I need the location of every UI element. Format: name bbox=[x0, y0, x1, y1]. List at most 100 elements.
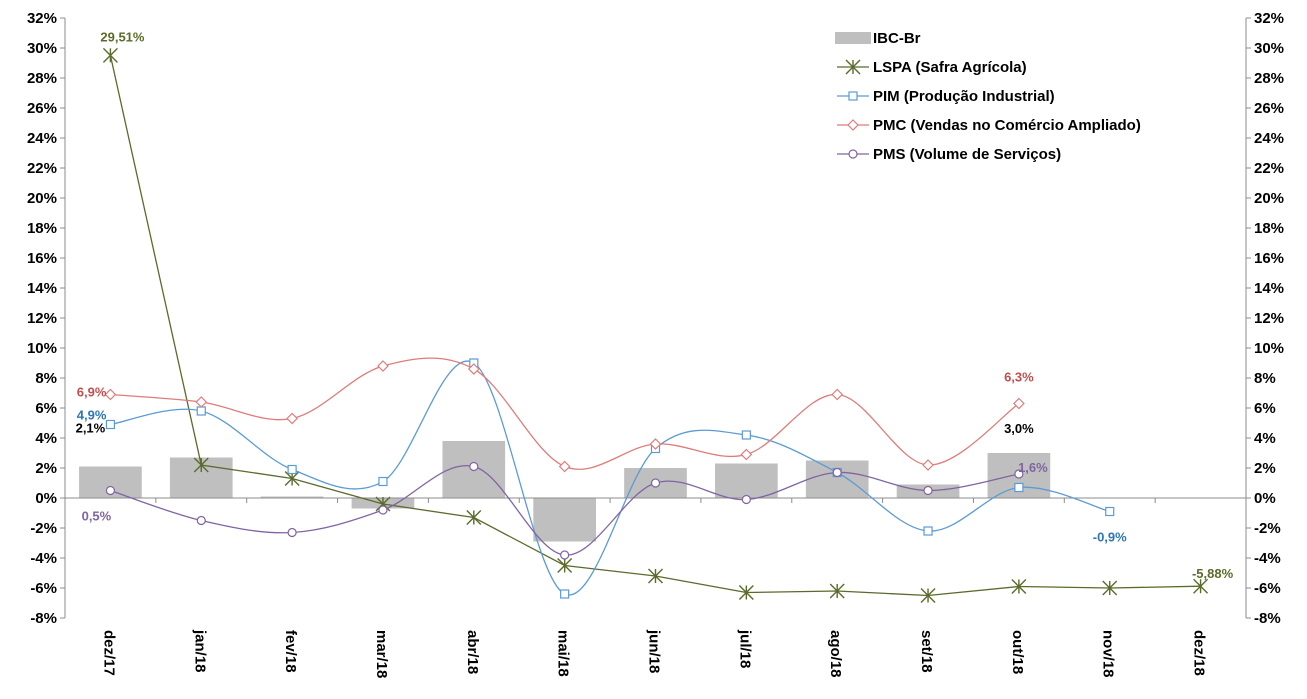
y-tick-label-left: -2% bbox=[30, 520, 57, 537]
y-tick-label-left: 22% bbox=[27, 160, 57, 177]
y-tick-label-left: 32% bbox=[27, 10, 57, 27]
y-tick-label-left: 0% bbox=[35, 490, 57, 507]
x-category-label: fev/18 bbox=[282, 630, 299, 673]
legend-item: PIM (Produção Industrial) bbox=[837, 88, 1055, 105]
legend-marker bbox=[847, 119, 859, 131]
legend-item: PMC (Vendas no Comércio Ampliado) bbox=[837, 117, 1141, 134]
y-tick-label-right: 20% bbox=[1254, 190, 1284, 207]
y-tick-label-left: 6% bbox=[35, 400, 57, 417]
y-tick-label-left: 30% bbox=[27, 40, 57, 57]
data-label: 3,0% bbox=[1004, 421, 1034, 436]
x-category-label: ago/18 bbox=[827, 630, 844, 678]
point-lspa-jul/18 bbox=[738, 585, 754, 600]
legend-label: PMC (Vendas no Comércio Ampliado) bbox=[873, 117, 1141, 134]
point-pmc-ago/18 bbox=[831, 388, 844, 401]
y-tick-label-right: 0% bbox=[1254, 490, 1276, 507]
y-tick-label-left: 2% bbox=[35, 460, 57, 477]
legend-marker bbox=[845, 59, 861, 75]
point-lspa-abr/18 bbox=[466, 510, 482, 525]
data-label: 1,6% bbox=[1018, 460, 1048, 475]
point-pms-jan/18 bbox=[196, 515, 206, 526]
data-label: 29,51% bbox=[100, 29, 145, 44]
x-category-label: dez/18 bbox=[1191, 630, 1208, 676]
legend-label: IBC-Br bbox=[873, 30, 921, 47]
y-tick-label-right: 16% bbox=[1254, 250, 1284, 267]
data-label: -0,9% bbox=[1093, 530, 1127, 545]
data-label: 2,1% bbox=[76, 421, 106, 436]
legend-marker bbox=[848, 91, 858, 101]
legend-label: LSPA (Safra Agrícola) bbox=[873, 59, 1027, 76]
legend-item: LSPA (Safra Agrícola) bbox=[837, 59, 1027, 76]
y-tick-label-right: 22% bbox=[1254, 160, 1284, 177]
bar-mai/18 bbox=[533, 498, 596, 542]
data-label: 4,9% bbox=[77, 408, 107, 423]
y-tick-label-right: 24% bbox=[1254, 130, 1284, 147]
x-category-label: jun/18 bbox=[646, 629, 663, 673]
point-pmc-set/18 bbox=[922, 459, 934, 471]
y-tick-label-left: 14% bbox=[27, 280, 57, 297]
point-pms-jun/18 bbox=[650, 478, 661, 488]
point-pms-jul/18 bbox=[741, 494, 751, 505]
data-label: 6,3% bbox=[1004, 370, 1034, 385]
y-tick-label-right: -2% bbox=[1254, 520, 1281, 537]
y-tick-label-left: 8% bbox=[35, 370, 57, 387]
legend-marker bbox=[848, 149, 858, 159]
y-tick-label-left: 16% bbox=[27, 250, 57, 267]
axes-layer: -8% -8% -6% -6% -4% -4% -2% -2% 0% 0% 2% 2% 4% 4% 6% 6%… bbox=[27, 10, 1284, 678]
data-label: -5,88% bbox=[1192, 566, 1234, 581]
point-pim-jul/18 bbox=[741, 430, 751, 440]
data-label: 0,5% bbox=[82, 509, 112, 524]
point-pmc-fev/18 bbox=[286, 412, 298, 425]
point-pim-mai/18 bbox=[560, 589, 570, 599]
point-pms-ago/18 bbox=[832, 467, 842, 478]
point-lspa-jun/18 bbox=[648, 568, 663, 584]
legend-item: IBC-Br bbox=[835, 30, 921, 47]
series-line-lspa bbox=[109, 55, 1201, 597]
point-pmc-jul/18 bbox=[740, 448, 753, 461]
y-tick-label-left: 28% bbox=[27, 70, 57, 87]
x-category-label: nov/18 bbox=[1100, 630, 1117, 678]
bar-fev/18 bbox=[260, 496, 324, 498]
y-tick-label-left: 20% bbox=[27, 190, 57, 207]
y-tick-label-right: 14% bbox=[1254, 280, 1284, 297]
legend-swatch bbox=[835, 32, 871, 44]
x-category-label: abr/18 bbox=[464, 630, 481, 674]
x-category-label: mar/18 bbox=[373, 630, 390, 678]
y-tick-label-left: 10% bbox=[27, 340, 57, 357]
y-tick-label-right: 10% bbox=[1254, 340, 1284, 357]
y-tick-label-right: 2% bbox=[1254, 460, 1276, 477]
y-tick-label-left: 26% bbox=[27, 100, 57, 117]
legend-label: PIM (Produção Industrial) bbox=[873, 88, 1055, 105]
series-line-pim bbox=[110, 360, 1110, 596]
y-tick-label-right: 28% bbox=[1254, 70, 1284, 87]
point-lspa-out/18 bbox=[1011, 579, 1027, 594]
point-pim-set/18 bbox=[923, 526, 933, 536]
point-pmc-jun/18 bbox=[649, 438, 662, 450]
y-tick-label-left: 18% bbox=[27, 220, 57, 237]
x-category-label: jul/18 bbox=[736, 629, 753, 668]
point-pmc-jan/18 bbox=[195, 396, 208, 408]
point-pms-mar/18 bbox=[378, 505, 388, 515]
point-pms-abr/18 bbox=[469, 461, 479, 472]
point-pms-set/18 bbox=[923, 485, 933, 496]
y-tick-label-right: 32% bbox=[1254, 10, 1284, 27]
y-tick-label-left: 24% bbox=[27, 130, 57, 147]
x-category-label: jan/18 bbox=[191, 629, 208, 673]
legend-label: PMS (Volume de Serviços) bbox=[873, 146, 1061, 163]
point-pmc-out/18 bbox=[1013, 397, 1025, 410]
y-tick-label-left: -8% bbox=[30, 610, 57, 627]
x-category-label: mai/18 bbox=[555, 630, 572, 677]
x-category-label: dez/17 bbox=[100, 630, 117, 676]
legend: IBC-Br LSPA (Safra Agrícola) PIM (Produção… bbox=[835, 30, 1141, 163]
point-lspa-dez/17 bbox=[102, 47, 118, 63]
point-pim-fev/18 bbox=[287, 464, 297, 475]
data-label: 6,9% bbox=[77, 385, 107, 400]
y-tick-label-left: 4% bbox=[35, 430, 57, 447]
data-labels-layer: 29,51% -5,88% 4,9% -0,9% 6,9% 6,3% 0,5% 1,6% 2,1… bbox=[76, 29, 1234, 581]
point-pms-fev/18 bbox=[287, 527, 297, 538]
y-tick-label-right: -8% bbox=[1254, 610, 1281, 627]
y-tick-label-right: 6% bbox=[1254, 400, 1276, 417]
point-lspa-mai/18 bbox=[557, 558, 573, 573]
y-tick-label-right: 4% bbox=[1254, 430, 1276, 447]
bar-ago/18 bbox=[805, 460, 869, 498]
